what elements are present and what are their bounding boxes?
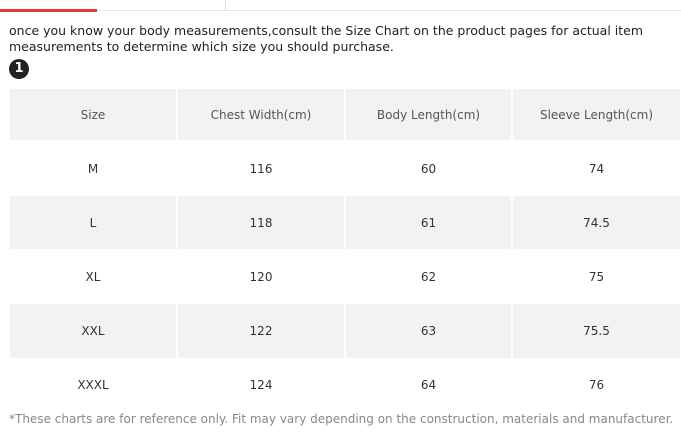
tab-line	[0, 10, 681, 11]
table-cell: 63	[346, 304, 511, 358]
header-cell: Body Length(cm)	[346, 89, 511, 141]
table-cell: 116	[249, 161, 273, 176]
table-cell: 120	[249, 269, 273, 284]
table-cell: L	[10, 196, 176, 249]
table-cell: 64	[420, 377, 437, 392]
table-cell: 124	[249, 377, 273, 392]
intro-text: once you know your body measurements,con…	[9, 23, 644, 54]
size-table: Size Chest Width(cm) Body Length(cm) Sleeve…	[10, 89, 680, 411]
table-cell: 60	[420, 161, 437, 176]
tab-divider	[225, 0, 226, 10]
header-cell: Sleeve Length(cm)	[513, 89, 680, 141]
table-cell: XL	[85, 269, 101, 284]
footnote: *These charts are for reference only. Fi…	[9, 412, 674, 426]
table-cell: 74.5	[513, 196, 680, 249]
table-cell: 74	[588, 161, 605, 176]
table-cell: 75	[588, 269, 605, 284]
table-cell: M	[87, 161, 99, 176]
active-tab-indicator	[0, 9, 97, 12]
table-cell: 122	[178, 304, 344, 358]
table-cell: XXL	[10, 304, 176, 358]
step-badge: 1	[9, 59, 29, 79]
table-cell: 76	[588, 377, 605, 392]
table-cell: 118	[178, 196, 344, 249]
table-cell: 61	[346, 196, 511, 249]
table-cell: 62	[420, 269, 437, 284]
table-cell: XXXL	[77, 377, 109, 392]
header-cell: Size	[10, 89, 176, 141]
header-cell: Chest Width(cm)	[178, 89, 344, 141]
table-cell: 75.5	[513, 304, 680, 358]
